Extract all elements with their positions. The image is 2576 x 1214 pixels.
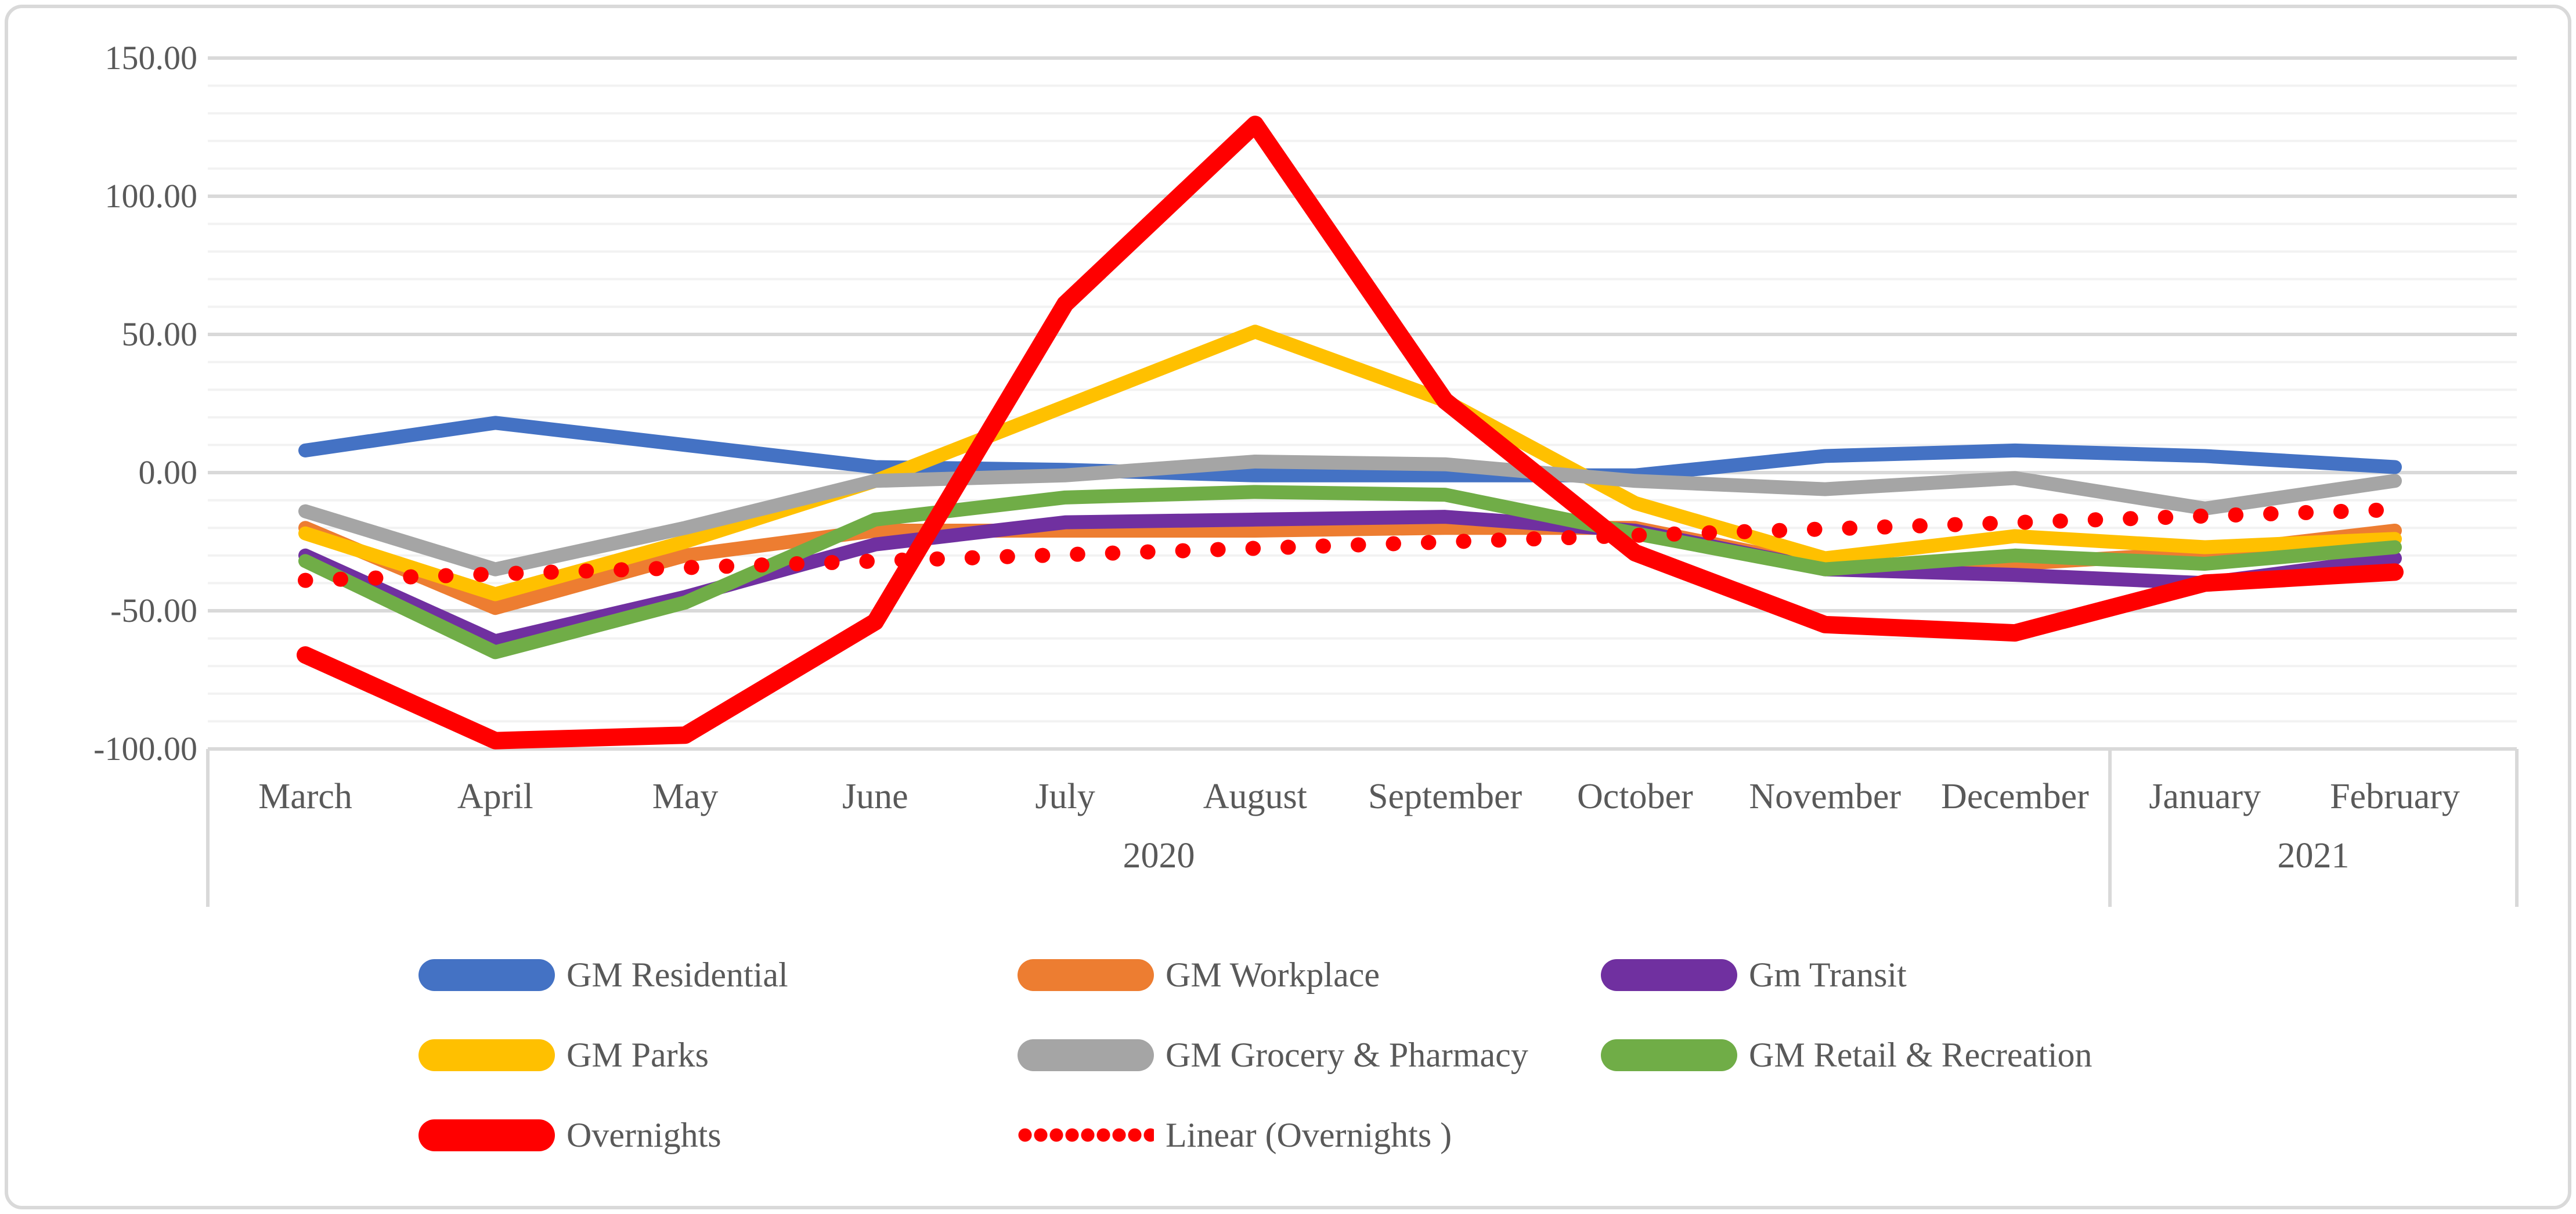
- x-axis-month-label: August: [1203, 777, 1307, 816]
- x-axis-month-label: July: [1035, 777, 1095, 816]
- series-line-overnights: [297, 116, 2404, 750]
- series-line-linear-overnights-: [298, 502, 2402, 588]
- x-axis-month-label: November: [1749, 777, 1901, 816]
- x-axis-year-label: 2020: [1123, 836, 1195, 876]
- y-axis-tick-label: 0.00: [138, 453, 198, 491]
- series-line-gm-parks: [298, 325, 2402, 601]
- series-line-gm-retail-recreation: [298, 485, 2402, 660]
- x-axis-month-label: January: [2149, 777, 2261, 816]
- x-axis-month-label: February: [2330, 777, 2460, 816]
- x-axis-month-label: December: [1941, 777, 2089, 816]
- x-axis-month-label: June: [842, 777, 908, 816]
- y-axis-tick-label: -100.00: [93, 730, 197, 768]
- y-axis-tick-label: 100.00: [104, 177, 198, 215]
- x-axis-month-label: May: [652, 777, 719, 816]
- series-line-gm-residential: [298, 416, 2402, 482]
- y-axis-tick-label: 50.00: [121, 315, 198, 353]
- x-axis-month-label: April: [457, 777, 533, 816]
- x-axis-month-label: October: [1577, 777, 1693, 816]
- y-axis-tick-label: -50.00: [110, 592, 197, 629]
- series-line-gm-grocery-pharmacy: [298, 454, 2402, 577]
- x-axis-year-label: 2021: [2277, 836, 2350, 876]
- y-axis-tick-label: 150.00: [104, 39, 198, 77]
- x-axis-month-label: September: [1368, 777, 1522, 816]
- x-axis-month-label: March: [258, 777, 352, 816]
